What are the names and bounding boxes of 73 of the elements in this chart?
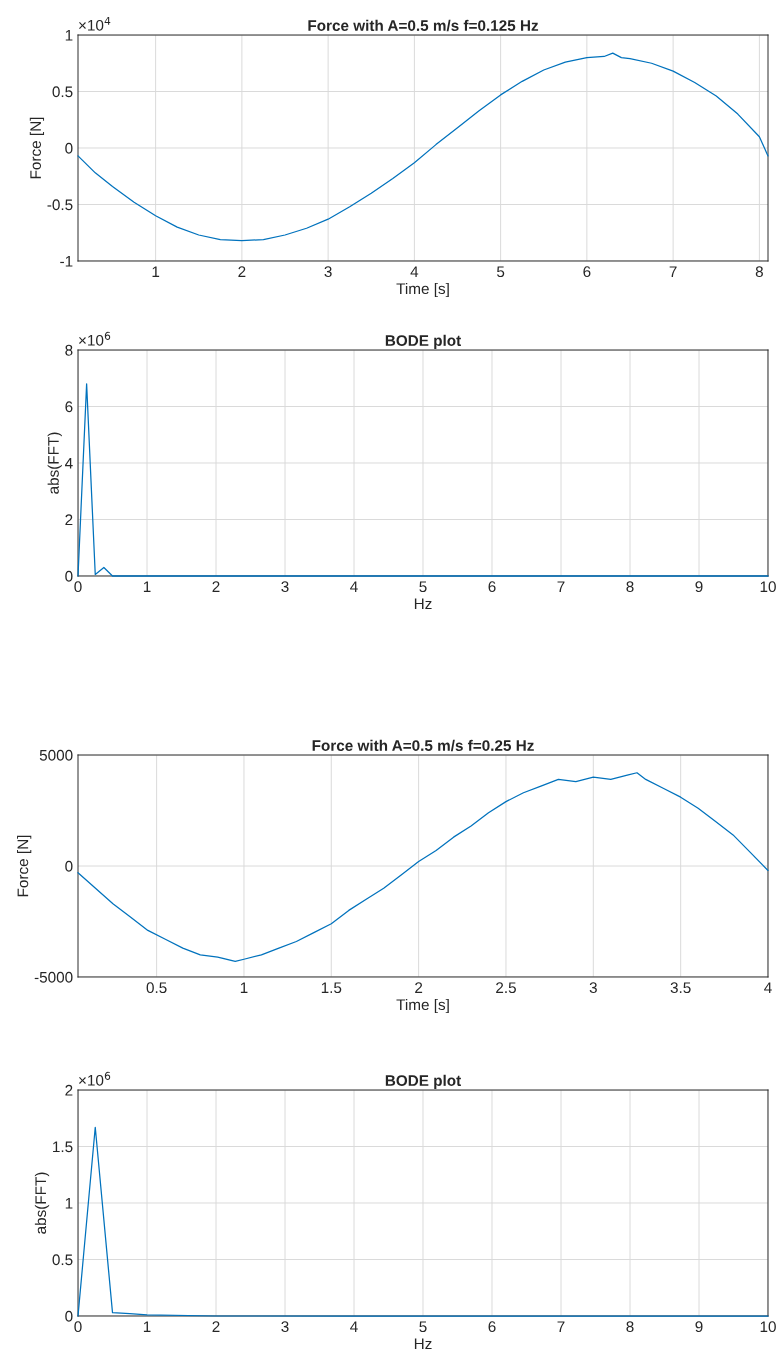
y-tick-label: 6 <box>65 401 73 413</box>
x-tick-label: 8 <box>626 581 634 593</box>
text: ×10$^{6}$ <box>79 331 111 346</box>
y-tick-label: 1 <box>65 1198 73 1209</box>
x-tick-label: 9 <box>695 581 703 593</box>
line-series <box>77 52 769 242</box>
x-tick-label: 0 <box>74 581 82 593</box>
y-axis-title: Force [N] <box>17 835 32 897</box>
x-tick-label: 10 <box>760 581 776 593</box>
x-tick-label: 4 <box>350 581 358 592</box>
y-tick-label: 8 <box>65 344 73 356</box>
y-tick-label: 0.5 <box>52 86 73 98</box>
y-axis-title: Force [N] <box>29 117 45 179</box>
x-tick-label: 2 <box>238 266 246 277</box>
y-axis-title: abs(FFT) <box>34 1172 50 1234</box>
y-tick-label: -0.5 <box>47 199 73 211</box>
x-tick-label: 3 <box>324 266 332 278</box>
x-tick-label: 3 <box>281 1321 289 1333</box>
x-tick-label: 4 <box>764 982 772 993</box>
x-tick-label: 2 <box>212 581 220 592</box>
x-tick-label: 1.5 <box>321 982 342 994</box>
y-tick-label: 0 <box>65 1310 73 1322</box>
y-tick-label: 0 <box>65 570 73 582</box>
x-axis-title: Hz <box>414 598 432 609</box>
x-tick-label: 5 <box>496 266 505 278</box>
x-tick-label: 3 <box>589 982 597 994</box>
x-tick-label: 1 <box>143 581 151 592</box>
y-tick-label: 1 <box>65 30 73 41</box>
line-series <box>77 772 769 963</box>
y-tick-label: -5000 <box>34 971 73 983</box>
x-tick-label: 9 <box>695 1321 703 1333</box>
x-tick-label: 7 <box>669 266 677 277</box>
x-axis-title: Time [s] <box>396 282 449 298</box>
y-tick-label: 2 <box>65 514 73 526</box>
y-tick-label: 1.5 <box>53 1141 73 1153</box>
y-tick-label: -1 <box>60 256 73 267</box>
x-tick-label: 1 <box>240 982 248 993</box>
x-tick-label: 4 <box>350 1321 358 1332</box>
y-tick-label: 0 <box>65 860 73 872</box>
y-tick-label: 0 <box>65 142 73 154</box>
x-tick-label: 10 <box>760 1321 776 1333</box>
y-axis-title: abs(FFT) <box>47 432 62 494</box>
x-tick-label: 8 <box>755 266 763 278</box>
y-tick-label: 2 <box>65 1084 73 1096</box>
text: ×10$^{4}$ <box>79 16 111 31</box>
x-tick-label: 6 <box>583 266 591 278</box>
x-tick-label: 3 <box>281 581 289 593</box>
x-tick-label: 0.5 <box>146 982 167 994</box>
x-tick-label: 7 <box>557 1321 565 1332</box>
chart-title: BODE plot <box>385 334 462 349</box>
x-tick-label: 0 <box>74 1321 82 1333</box>
x-tick-label: 3.5 <box>670 982 691 994</box>
text: ×10$^{6}$ <box>79 1071 111 1086</box>
x-tick-label: 2 <box>415 982 423 993</box>
x-tick-label: 2.5 <box>496 982 516 994</box>
chart-title: Force with A=0.5 m/s f=0.125 Hz <box>308 19 539 32</box>
x-axis-title: Hz <box>414 1338 432 1349</box>
x-tick-label: 5 <box>419 1321 427 1333</box>
y-tick-label: 0.5 <box>52 1254 73 1266</box>
x-tick-label: 7 <box>557 581 565 592</box>
x-axis-title: Time [s] <box>396 998 449 1014</box>
x-tick-label: 6 <box>488 581 496 593</box>
x-tick-label: 1 <box>152 266 160 277</box>
x-tick-label: 5 <box>419 581 427 593</box>
chart-title: Force with A=0.5 m/s f=0.25 Hz <box>312 739 534 752</box>
y-tick-label: 4 <box>64 458 73 469</box>
x-tick-label: 6 <box>488 1321 496 1333</box>
x-tick-label: 4 <box>410 266 419 277</box>
y-tick-label: 5000 <box>39 749 73 761</box>
x-tick-label: 2 <box>212 1321 220 1332</box>
chart-title: BODE plot <box>385 1074 462 1089</box>
x-tick-label: 1 <box>143 1321 151 1332</box>
x-tick-label: 8 <box>626 1321 634 1333</box>
